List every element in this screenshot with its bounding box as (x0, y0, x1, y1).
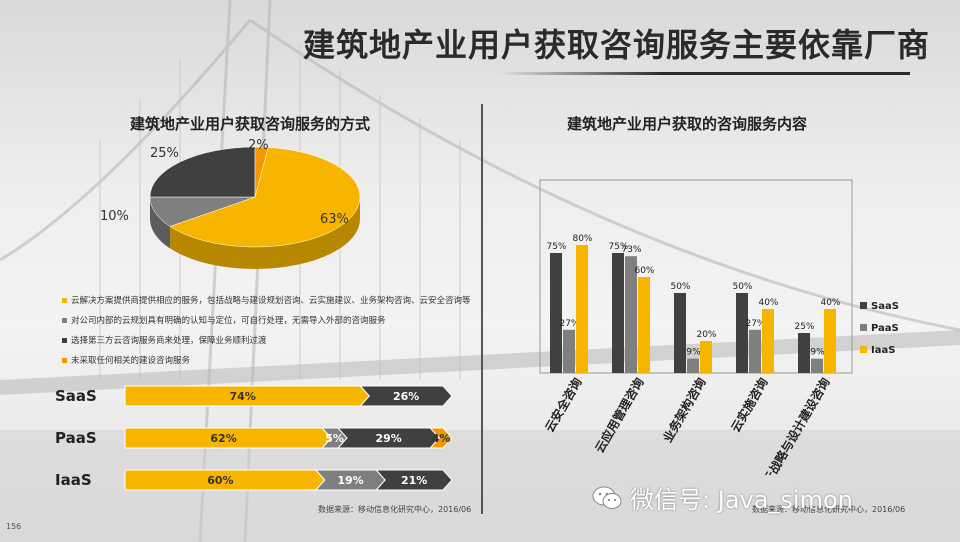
bar-value-label: 40% (820, 298, 840, 308)
stack-value-label: 29% (375, 432, 401, 445)
bar-value-label: 73% (621, 245, 641, 255)
pie-slice-side (150, 197, 171, 249)
bar-value-label: 50% (670, 282, 690, 292)
pie-value-label: 10% (100, 209, 129, 224)
bar (762, 309, 774, 373)
pie-labels: 63% 10% 25% 2% (100, 138, 349, 227)
category-label: 业务架构咨询 (660, 375, 709, 445)
page-title: 建筑地产业用户获取咨询服务主要依靠厂商 (302, 26, 930, 64)
stacked-bar-chart: SaaS 74% 26% PaaS 62% 5% 29% 4% IaaS 60% 19% 21% (55, 385, 453, 491)
bar-value-label: 80% (572, 234, 592, 244)
bar-value-label: 40% (758, 298, 778, 308)
legend-label: IaaS (871, 345, 895, 356)
bar-value-label: 9% (810, 348, 825, 358)
stack-value-label: 60% (207, 474, 233, 487)
stack-value-label: 19% (337, 474, 363, 487)
stack-category-label: IaaS (55, 471, 92, 489)
bar-value-label: 25% (794, 322, 814, 332)
bar-source: 数据来源：移动信息化研究中心，2016/06 (752, 505, 906, 514)
bar-value-label: 20% (696, 330, 716, 340)
bar (563, 329, 575, 373)
pie-chart-title: 建筑地产业用户获取咨询服务的方式 (130, 115, 371, 133)
legend-swatch (860, 324, 867, 331)
watermark-text: 微信号: Java_simon (630, 486, 853, 514)
bar (824, 309, 836, 373)
page-number: 156 (6, 522, 22, 531)
pie-value-label: 63% (320, 212, 349, 227)
pie-legend-item: 云解决方案提供商提供相应的服务，包括战略与建设规划咨询、云实施建议、业务架构咨询… (62, 290, 482, 310)
stack-value-label: 21% (401, 474, 427, 487)
bar (700, 341, 712, 373)
wechat-watermark: 微信号: Java_simon (592, 480, 853, 515)
pie-slice-side (170, 197, 360, 269)
grouped-bars: 75%27%80%75%73%60%50%9%20%50%27%40%25%9%… (546, 234, 841, 373)
stack-category-label: PaaS (55, 429, 97, 447)
pie-chart: 63% 10% 25% 2% (100, 138, 361, 269)
bar (674, 293, 686, 373)
bar-value-label: 9% (686, 348, 701, 358)
stack-value-label: 62% (210, 432, 236, 445)
bar-value-label: 75% (546, 242, 566, 252)
stack-value-label: 4% (432, 432, 451, 445)
wechat-icon (592, 486, 622, 509)
stack-category-label: SaaS (55, 387, 97, 405)
stack-value-label: 74% (229, 390, 255, 403)
legend-label: SaaS (871, 301, 899, 312)
legend-text: 云解决方案提供商提供相应的服务，包括战略与建设规划咨询、云实施建议、业务架构咨询… (71, 296, 471, 306)
legend-swatch (62, 357, 67, 363)
pie-value-label: 25% (150, 146, 179, 161)
bar-value-label: 60% (634, 266, 654, 276)
legend-swatch (62, 297, 67, 303)
category-label: 云安全咨询 (542, 375, 585, 434)
grouped-bar-chart: 75%27%80%75%73%60%50%9%20%50%27%40%25%9%… (539, 179, 899, 475)
bar-chart-title: 建筑地产业用户获取的咨询服务内容 (567, 115, 808, 133)
pie-legend-item: 对公司内部的云规划具有明确的认知与定位，可自行处理，无需导入外部的咨询服务 (62, 310, 482, 330)
pie-slice (254, 146, 269, 198)
legend-text: 未采取任何相关的建设咨询服务 (71, 356, 191, 366)
category-label: 云应用管理咨询 (592, 375, 647, 455)
bar-legend: SaaS PaaS IaaS (860, 301, 899, 356)
bar (576, 245, 588, 373)
bar (687, 358, 699, 373)
stack-segment (375, 469, 453, 491)
legend-label: PaaS (871, 323, 899, 334)
legend-text: 选择第三方云咨询服务商来处理，保障业务顺利过渡 (71, 336, 267, 346)
bar-value-label: 27% (559, 319, 579, 329)
bar (550, 253, 562, 373)
pie-slice (169, 147, 361, 248)
legend-text: 对公司内部的云规划具有明确的认知与定位，可自行处理，无需导入外部的咨询服务 (71, 316, 386, 326)
bar-value-label: 75% (608, 242, 628, 252)
category-label: 云战略与设计建设咨询 (760, 375, 833, 475)
pie-legend-item: 选择第三方云咨询服务商来处理，保障业务顺利过渡 (62, 330, 482, 350)
section-divider (481, 104, 483, 514)
bar (638, 277, 650, 373)
stack-segment (429, 427, 453, 449)
legend-swatch (860, 346, 867, 353)
bar-value-label: 50% (732, 282, 752, 292)
bar-value-label: 27% (745, 319, 765, 329)
pie-legend-item: 未采取任何相关的建设咨询服务 (62, 350, 482, 370)
pie-group (149, 146, 361, 269)
bar (749, 329, 761, 373)
bar (612, 253, 624, 373)
pie-slice (149, 146, 256, 198)
stacked-bars: SaaS 74% 26% PaaS 62% 5% 29% 4% IaaS 60% 19% 21% (55, 385, 453, 491)
category-label: 云实施咨询 (728, 375, 771, 434)
legend-swatch (62, 337, 67, 343)
stack-value-label: 26% (393, 390, 419, 403)
bar (798, 333, 810, 373)
legend-swatch (62, 317, 67, 323)
pie-value-label: 2% (248, 138, 269, 153)
legend-swatch (860, 302, 867, 309)
title-underline (500, 72, 910, 75)
stack-segment (359, 385, 453, 407)
stack-value-label: 5% (325, 432, 344, 445)
pie-legend: 云解决方案提供商提供相应的服务，包括战略与建设规划咨询、云实施建议、业务架构咨询… (62, 290, 482, 370)
bar (811, 358, 823, 373)
stack-source: 数据来源：移动信息化研究中心，2016/06 (318, 505, 472, 514)
bar (736, 293, 748, 373)
bar (625, 256, 637, 373)
